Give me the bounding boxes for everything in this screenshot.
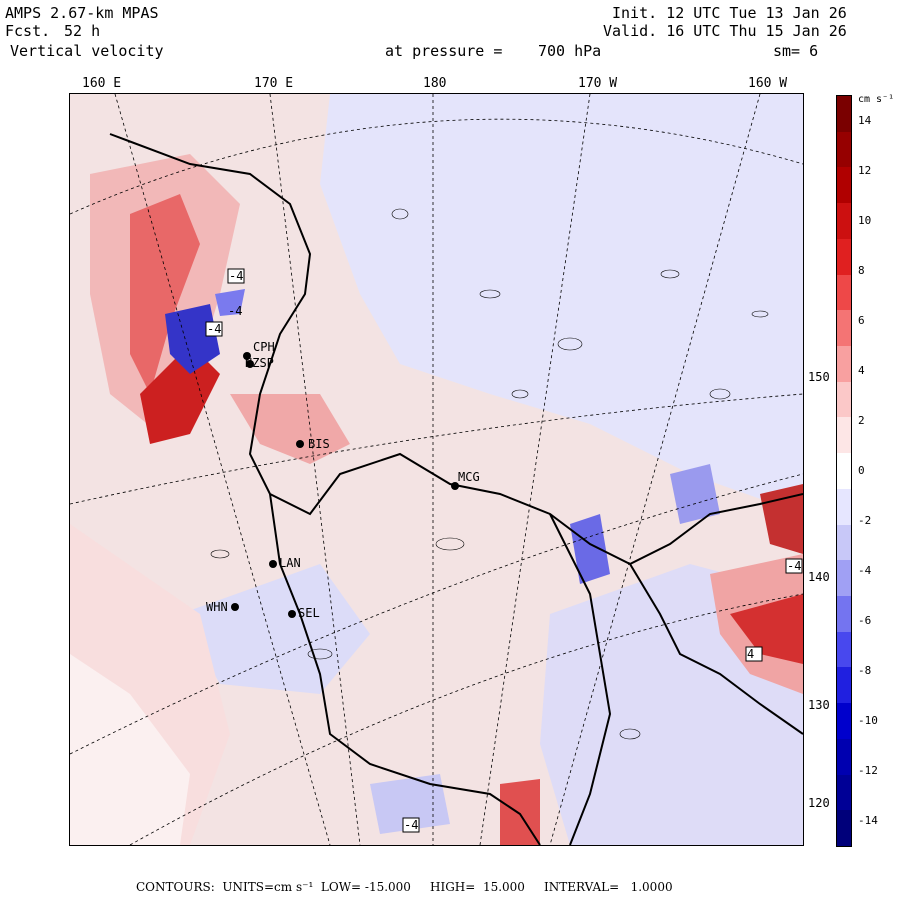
colorbar-band [837, 560, 851, 597]
lon-label-160w: 160 W [748, 76, 788, 91]
colorbar-tick-label: 0 [858, 464, 865, 477]
colorbar-band [837, 667, 851, 704]
colorbar-tick-label: -8 [858, 664, 872, 677]
colorbar-band [837, 238, 851, 276]
forecast-label: Fcst. [5, 22, 51, 40]
lat-label-140w: 140 W [808, 570, 845, 584]
colorbar-band [837, 310, 851, 347]
contour-label: -4 [228, 304, 243, 318]
colorbar-tick-label: 4 [858, 364, 865, 377]
colorbar-tick-label: 6 [858, 314, 865, 327]
colorbar-band [837, 738, 851, 776]
contour-label: -4 [207, 322, 222, 336]
colorbar-tick-label: 2 [858, 414, 865, 427]
colorbar-tick-label: 14 [858, 114, 872, 127]
map-canvas [70, 94, 803, 845]
colorbar-tick-label: 10 [858, 214, 872, 227]
colorbar-band [837, 453, 851, 490]
model-title: AMPS 2.67-km MPAS [5, 4, 159, 22]
colorbar-band [837, 703, 851, 740]
colorbar [836, 95, 852, 847]
pressure-value: 700 hPa [538, 42, 602, 60]
colorbar-band [837, 417, 851, 454]
colorbar-tick-label: 12 [858, 164, 872, 177]
lat-label-120w: 120 W [808, 796, 845, 810]
station-cph: CPH [253, 340, 275, 354]
colorbar-band [837, 131, 851, 168]
valid-time: Valid. 16 UTC Thu 15 Jan 26 [603, 22, 847, 40]
colorbar-band [837, 774, 851, 811]
lon-label-180: 180 [423, 76, 447, 91]
lat-label-130w: 130 W [808, 698, 845, 712]
colorbar-tick-label: -4 [858, 564, 872, 577]
vertical-velocity-map[interactable]: CPH NZSP BIS MCG LAN WHN SEL -4 -4 -4 4 … [69, 93, 804, 846]
field-name: Vertical velocity [10, 42, 164, 60]
contour-label: -4 [787, 559, 802, 573]
contour-label: -4 [229, 269, 244, 283]
station-sel: SEL [298, 606, 320, 620]
colorbar-tick-label: -12 [858, 764, 878, 777]
colorbar-tick-label: -14 [858, 814, 878, 827]
station-mcg: MCG [458, 470, 480, 484]
colorbar-tick-label: -2 [858, 514, 872, 527]
pressure-label: at pressure = [385, 42, 503, 60]
colorbar-band [837, 203, 851, 240]
forecast-value: 52 h [64, 22, 101, 40]
colorbar-tick-label: 8 [858, 264, 865, 277]
contours-footer: CONTOURS: UNITS=cm s⁻¹ LOW= -15.000 HIGH… [136, 880, 673, 894]
station-whn: WHN [206, 600, 228, 614]
colorbar-band [837, 631, 851, 668]
lon-label-160e: 160 E [82, 76, 122, 91]
contour-label: 4 [747, 647, 755, 661]
colorbar-band [837, 524, 851, 561]
colorbar-band [837, 346, 851, 383]
station-nzsp: NZSP [245, 356, 274, 370]
colorbar-tick-label: -6 [858, 614, 872, 627]
colorbar-band [837, 96, 851, 133]
colorbar-band [837, 381, 851, 418]
colorbar-tick-label: -10 [858, 714, 878, 727]
station-bis: BIS [308, 437, 330, 451]
init-time: Init. 12 UTC Tue 13 Jan 26 [612, 4, 847, 22]
colorbar-units: cm s⁻¹ [858, 94, 895, 105]
contour-label: -4 [404, 818, 419, 832]
colorbar-band [837, 810, 851, 847]
colorbar-band [837, 167, 851, 204]
colorbar-band [837, 274, 851, 311]
smoothing-value: sm= 6 [773, 42, 819, 60]
colorbar-band [837, 488, 851, 526]
lon-label-170w: 170 W [578, 76, 618, 91]
colorbar-band [837, 596, 851, 633]
lon-label-170e: 170 E [254, 76, 294, 91]
lat-label-150w: 150 W [808, 370, 845, 384]
station-lan: LAN [279, 556, 301, 570]
